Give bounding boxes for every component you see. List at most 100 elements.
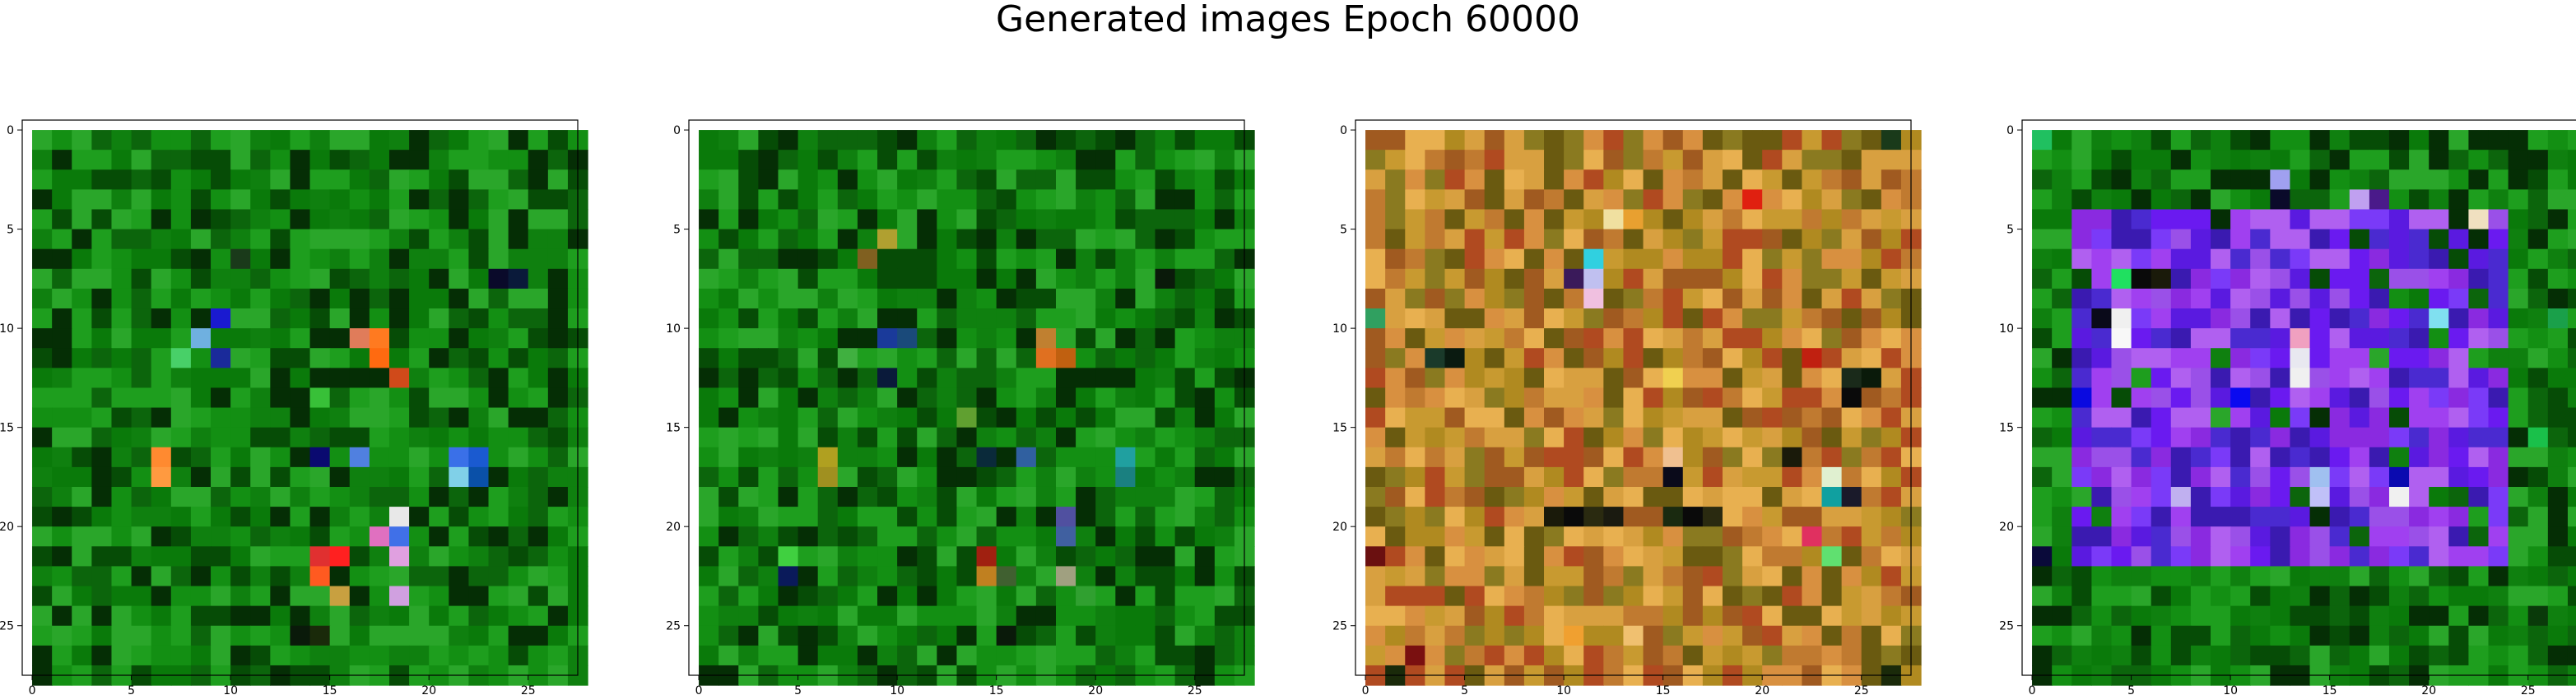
pixel-cell — [2309, 130, 2331, 151]
pixel-cell — [1155, 368, 1176, 389]
pixel-cell — [72, 407, 92, 429]
pixel-cell — [877, 486, 898, 507]
pixel-cell — [2388, 169, 2410, 190]
pixel-cell — [488, 586, 509, 607]
pixel-cell — [1782, 368, 1803, 389]
pixel-cell — [2230, 130, 2251, 151]
pixel-cell — [2448, 169, 2470, 190]
pixel-cell — [778, 586, 799, 607]
pixel-cell — [1861, 507, 1882, 527]
pixel-cell — [290, 387, 311, 409]
pixel-cell — [2091, 368, 2113, 389]
pixel-cell — [1135, 486, 1156, 507]
pixel-cell — [270, 268, 291, 290]
pixel-cell — [877, 447, 898, 468]
pixel-cell — [488, 625, 509, 646]
pixel-cell — [2488, 348, 2509, 368]
pixel-cell — [1135, 447, 1156, 468]
pixel-cell — [250, 368, 271, 389]
pixel-cell — [547, 546, 569, 568]
pixel-cell — [817, 546, 839, 568]
pixel-cell — [2388, 189, 2410, 211]
pixel-cell — [2369, 268, 2390, 290]
pixel-cell — [2111, 546, 2132, 568]
pixel-cell — [2527, 586, 2549, 607]
pixel-cell — [2052, 268, 2072, 290]
pixel-cell — [2369, 150, 2390, 170]
pixel-cell — [1135, 625, 1156, 646]
pixel-cell — [1035, 466, 1057, 488]
pixel-cell — [2429, 189, 2449, 211]
pixel-cell — [2290, 209, 2311, 230]
y-tick-label: 5 — [673, 224, 681, 237]
pixel-cell — [230, 586, 251, 607]
pixel-cell — [211, 368, 231, 389]
pixel-cell — [1802, 566, 1823, 587]
pixel-cell — [52, 169, 72, 190]
pixel-cell — [2388, 427, 2410, 448]
pixel-cell — [1821, 407, 1843, 429]
pixel-cell — [1682, 268, 1704, 290]
pixel-cell — [190, 169, 212, 190]
pixel-cell — [230, 407, 251, 429]
pixel-cell — [409, 566, 430, 587]
pixel-cell — [956, 209, 978, 230]
pixel-cell — [1425, 526, 1446, 547]
pixel-cell — [1405, 625, 1425, 646]
pixel-cell — [32, 526, 53, 547]
pixel-cell — [699, 288, 719, 309]
pixel-cell — [1742, 486, 1763, 507]
pixel-cell — [1662, 645, 1684, 666]
pixel-cell — [2111, 328, 2132, 349]
pixel-cell — [817, 288, 839, 309]
pixel-cell — [937, 466, 958, 488]
pixel-cell — [1076, 486, 1096, 507]
pixel-cell — [976, 447, 997, 468]
pixel-cell — [1155, 150, 1176, 170]
pixel-cell — [309, 625, 331, 646]
pixel-cell — [32, 229, 53, 250]
pixel-cell — [1802, 645, 1823, 666]
pixel-cell — [2547, 169, 2569, 190]
pixel-cell — [2211, 546, 2231, 568]
pixel-cell — [1523, 447, 1545, 468]
pixel-cell — [2567, 407, 2576, 429]
pixel-cell — [449, 466, 470, 488]
pixel-cell — [2527, 546, 2549, 568]
pixel-cell — [1881, 348, 1902, 368]
pixel-cell — [528, 605, 549, 627]
pixel-cell — [170, 447, 192, 468]
pixel-cell — [250, 387, 271, 409]
pixel-cell — [1742, 625, 1763, 646]
pixel-cell — [32, 645, 53, 666]
pixel-cell — [2309, 288, 2331, 309]
pixel-cell — [1504, 625, 1525, 646]
pixel-cell — [91, 466, 113, 488]
pixel-cell — [2349, 387, 2370, 409]
pixel-cell — [1841, 566, 1862, 587]
pixel-cell — [468, 507, 490, 527]
pixel-cell — [309, 348, 331, 368]
pixel-cell — [2170, 466, 2192, 488]
pixel-cell — [2170, 209, 2192, 230]
pixel-cell — [2329, 368, 2350, 389]
pixel-cell — [2032, 288, 2053, 309]
pixel-cell — [72, 130, 92, 151]
pixel-cell — [817, 130, 839, 151]
pixel-cell — [976, 150, 997, 170]
pixel-cell — [72, 189, 92, 211]
pixel-cell — [1702, 605, 1723, 627]
pixel-cell — [2052, 605, 2072, 627]
pixel-cell — [290, 209, 311, 230]
x-tick-label: 25 — [2521, 684, 2536, 695]
pixel-cell — [797, 348, 819, 368]
pixel-cell — [2190, 586, 2211, 607]
pixel-cell — [290, 466, 311, 488]
pixel-cell — [1504, 308, 1525, 329]
pixel-cell — [170, 229, 192, 250]
pixel-cell — [1662, 507, 1684, 527]
pixel-cell — [1782, 546, 1803, 568]
pixel-cell — [1444, 486, 1466, 507]
pixel-cell — [1762, 348, 1783, 368]
pixel-cell — [1762, 229, 1783, 250]
